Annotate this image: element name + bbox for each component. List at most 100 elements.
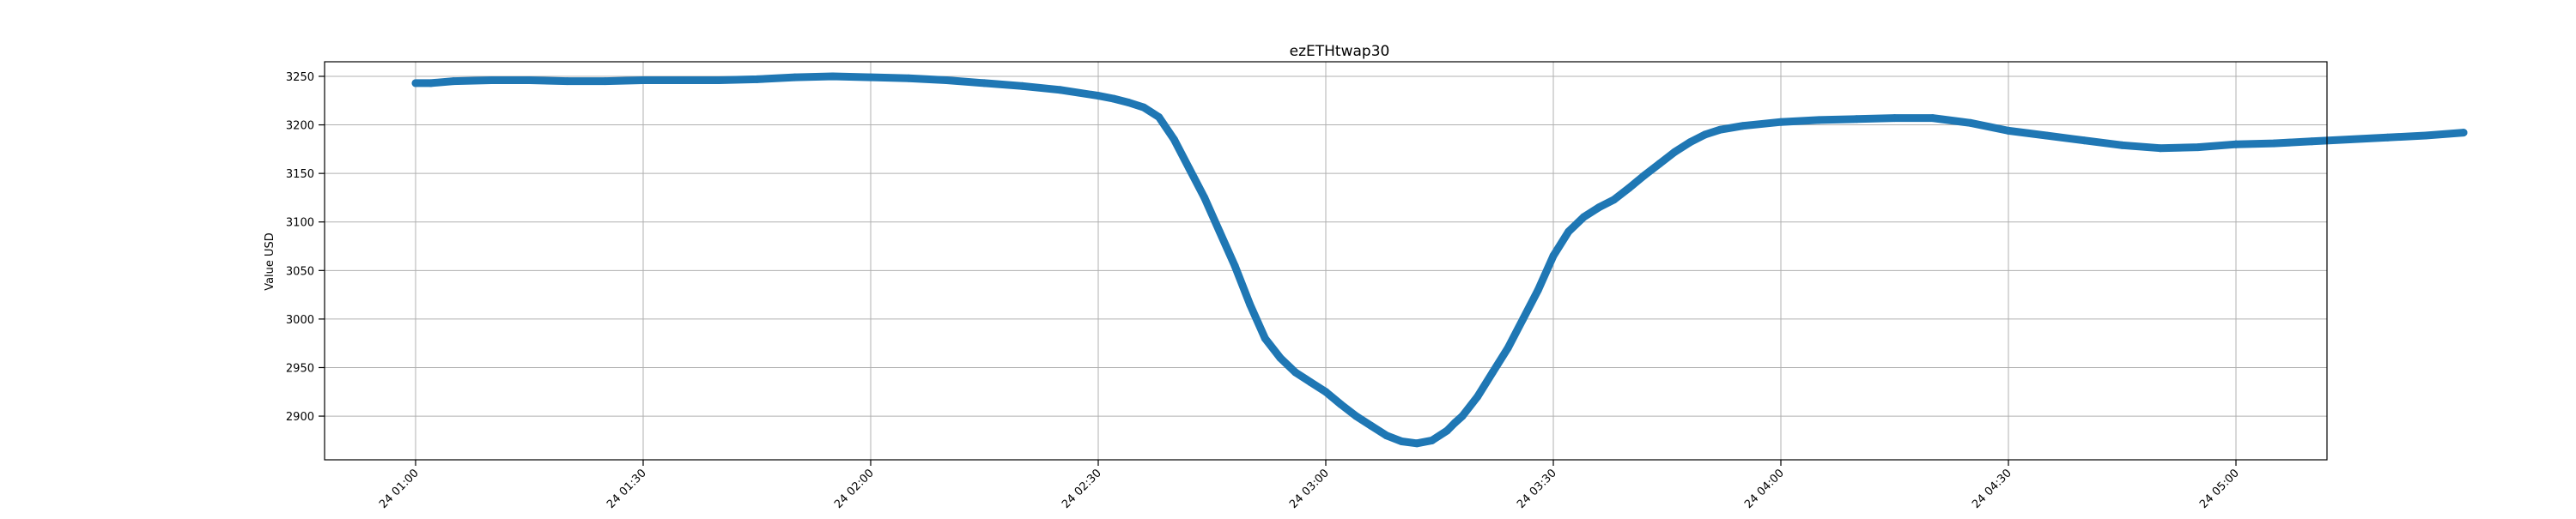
data-point	[1397, 438, 1406, 445]
y-tick-label: 3100	[286, 217, 314, 230]
data-point	[487, 76, 495, 84]
x-tick-label: 24 05:00	[2197, 467, 2242, 511]
data-point	[1413, 439, 1421, 448]
data-point	[1458, 412, 1467, 420]
data-point	[1321, 388, 1330, 396]
data-point	[981, 79, 988, 88]
data-point	[1306, 378, 1315, 386]
data-point	[1966, 118, 1975, 127]
y-tick-label: 3050	[286, 265, 314, 278]
data-point	[1139, 103, 1148, 112]
data-point	[1504, 344, 1512, 353]
data-point	[1443, 426, 1451, 435]
y-axis-label: Value USD	[264, 232, 276, 291]
data-point	[1670, 148, 1679, 156]
data-point	[1473, 392, 1482, 401]
data-point	[1230, 262, 1239, 270]
data-point	[2421, 131, 2430, 140]
data-point	[1276, 353, 1285, 362]
x-tick-label: 24 03:30	[1515, 467, 1559, 511]
data-point	[2459, 129, 2468, 137]
data-point	[2269, 139, 2278, 148]
data-point	[714, 76, 723, 84]
data-point	[1124, 99, 1133, 106]
data-point	[1891, 114, 1899, 123]
x-tick-label: 24 02:00	[832, 467, 877, 511]
data-point	[1716, 125, 1724, 134]
data-point	[1564, 227, 1573, 236]
x-tick-label: 24 03:00	[1287, 467, 1332, 511]
data-point	[2042, 131, 2050, 140]
data-point	[2080, 136, 2088, 145]
data-point	[942, 76, 951, 84]
data-point	[1450, 419, 1459, 427]
x-tick-label: 24 04:00	[1742, 467, 1787, 511]
data-point	[1701, 130, 1710, 139]
data-point	[829, 72, 837, 81]
data-point	[1929, 114, 1937, 123]
data-point	[1337, 401, 1346, 408]
data-point	[791, 73, 799, 81]
data-point	[1200, 193, 1209, 202]
data-point	[1367, 421, 1376, 430]
data-point	[1261, 335, 1269, 342]
data-point	[2307, 137, 2316, 146]
data-point	[427, 79, 435, 88]
y-tick-label: 3200	[286, 120, 314, 133]
grid	[325, 62, 2327, 460]
data-point	[677, 76, 685, 84]
data-point	[1185, 165, 1194, 172]
x-tick-label: 24 02:30	[1060, 467, 1104, 511]
data-point	[1595, 203, 1603, 212]
data-point	[1739, 122, 1747, 130]
x-tick-label: 24 01:00	[377, 467, 422, 511]
data-point	[1579, 213, 1588, 221]
y-tick-label: 3000	[286, 314, 314, 327]
data-point	[1777, 118, 1785, 126]
data-point	[1246, 300, 1255, 309]
data-point	[866, 73, 875, 81]
data-point	[2346, 136, 2354, 143]
data-point	[1549, 251, 1558, 260]
data-point	[601, 77, 610, 86]
data-point	[1534, 286, 1542, 294]
data-point	[1018, 81, 1027, 90]
data-point	[2232, 140, 2240, 148]
data-point	[1170, 136, 1178, 143]
data-point	[563, 77, 572, 86]
y-tick-label: 3250	[286, 71, 314, 84]
x-tick-label: 24 04:30	[1970, 467, 2014, 511]
data-point	[1488, 368, 1497, 377]
y-tick-label: 2950	[286, 362, 314, 375]
data-point	[1056, 86, 1065, 94]
data-point	[1094, 92, 1103, 100]
data-point	[1814, 116, 1823, 124]
data-point	[2004, 126, 2013, 135]
data-point	[2156, 144, 2165, 153]
data-point	[1109, 94, 1118, 103]
data-point	[2118, 141, 2126, 149]
data-point	[1382, 431, 1391, 440]
data-point	[1352, 412, 1360, 420]
data-point	[526, 76, 533, 84]
data-point	[1291, 368, 1300, 377]
data-point	[2384, 133, 2392, 142]
data-point	[1155, 113, 1163, 121]
x-tick-label: 24 01:30	[605, 467, 649, 511]
data-point	[904, 74, 913, 82]
chart-title: ezETHtwap30	[1290, 43, 1390, 60]
ticks: 2900 2950 3000 3050 3100 3150 3200 3250 24 01:00…	[286, 71, 2242, 511]
data-point	[411, 79, 420, 88]
data-point	[1215, 227, 1224, 236]
series-line	[411, 72, 2240, 448]
data-point	[1656, 160, 1664, 168]
data-point	[1428, 436, 1437, 444]
data-point	[449, 77, 458, 86]
data-point	[1625, 184, 1633, 192]
y-tick-label: 3150	[286, 168, 314, 181]
y-tick-label: 2900	[286, 411, 314, 424]
data-point	[1640, 171, 1649, 179]
data-point	[639, 76, 647, 84]
